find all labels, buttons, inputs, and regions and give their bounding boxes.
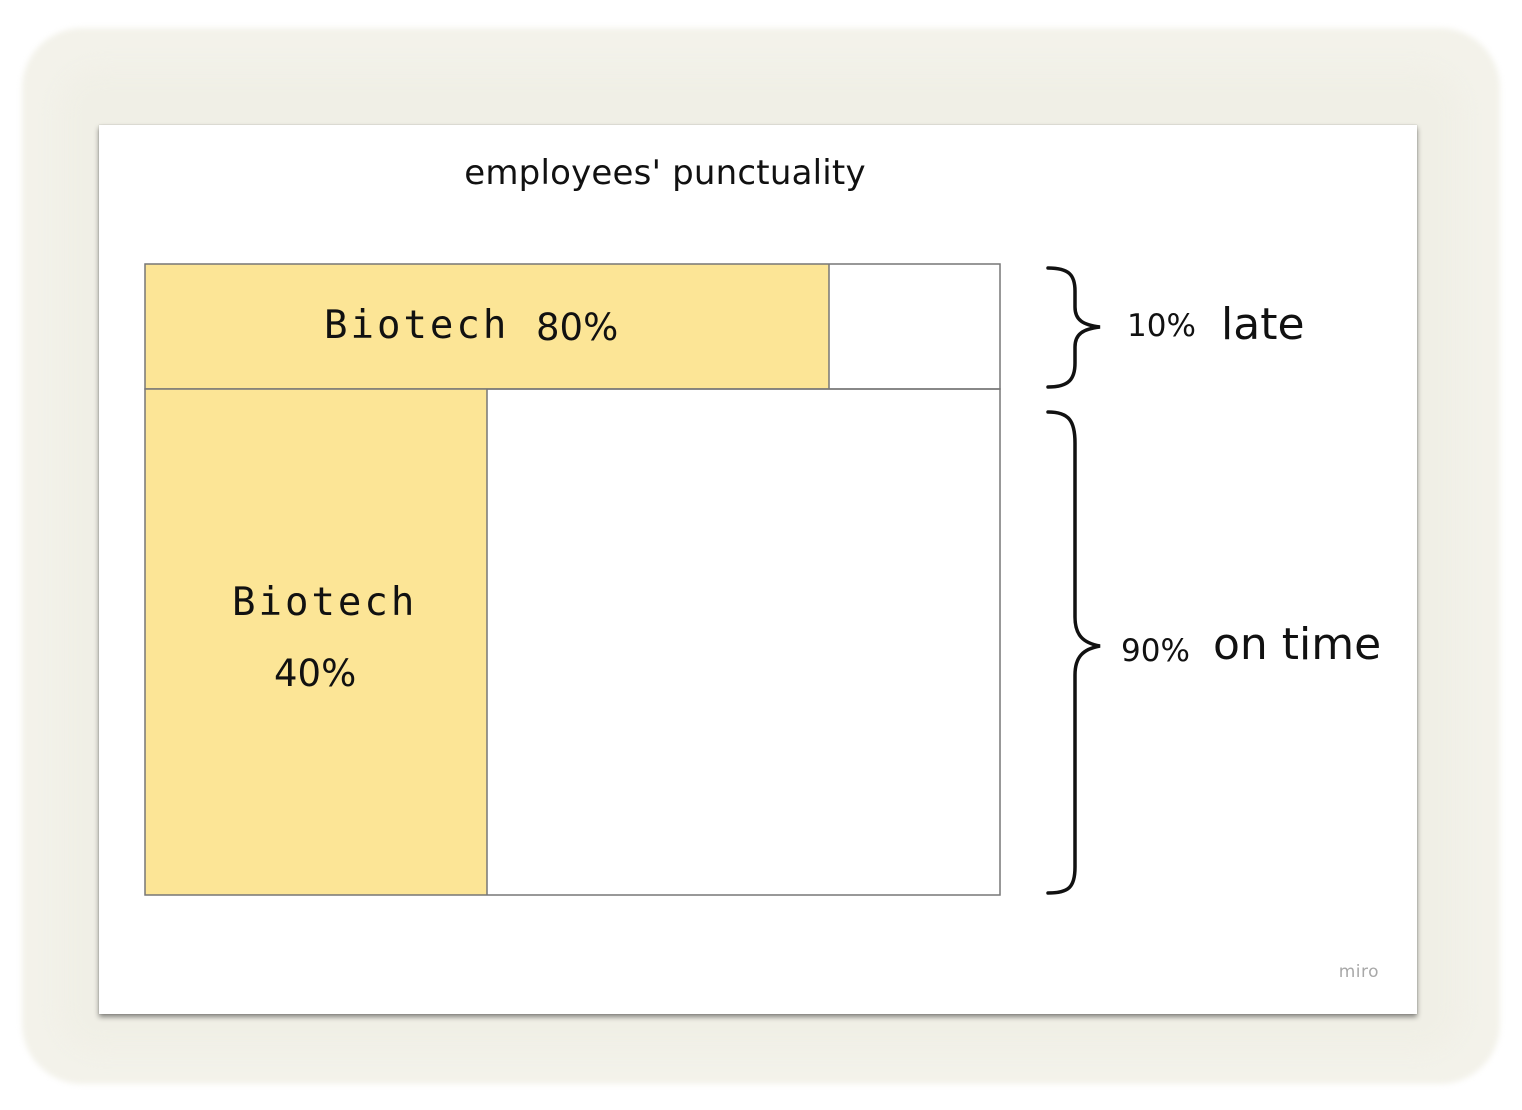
late-biotech-fill <box>145 264 829 389</box>
late-share-percent: 10% <box>1127 308 1196 344</box>
ontime-biotech-value: 40% <box>274 652 356 695</box>
board-card: employees' punctuality Biotech 80% Biote… <box>99 125 1417 1014</box>
ontime-share-percent: 90% <box>1121 633 1190 669</box>
ontime-row-outline <box>144 388 1001 896</box>
diagram-title: employees' punctuality <box>464 153 866 193</box>
late-brace-icon <box>1046 266 1101 389</box>
late-label: late <box>1221 299 1305 350</box>
ontime-label: on time <box>1213 619 1381 670</box>
ontime-biotech-fill <box>145 389 487 895</box>
miro-logo: miro <box>1338 962 1379 982</box>
ontime-brace-icon <box>1046 410 1101 895</box>
late-biotech-value: 80% <box>536 306 618 349</box>
ontime-biotech-label: Biotech <box>232 580 417 625</box>
punctuality-diagram: Biotech 80% Biotech 40% 10% late 90% on … <box>144 263 1381 896</box>
late-biotech-label: Biotech <box>324 303 509 348</box>
